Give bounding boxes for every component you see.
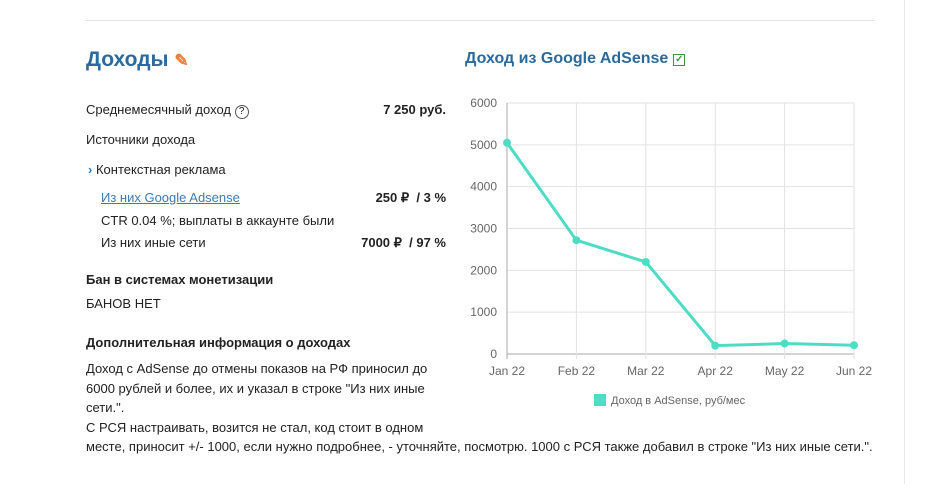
series-line xyxy=(505,141,855,348)
data-point xyxy=(711,341,720,350)
extra-info: Доход с AdSense до отмены показов на РФ … xyxy=(86,361,873,454)
x-tick-label: Apr 22 xyxy=(698,364,734,378)
y-tick-label: 3000 xyxy=(470,222,497,236)
chart-title: Доход из Google AdSense ✓ xyxy=(465,50,686,67)
data-point xyxy=(572,236,581,245)
y-tick-label: 6000 xyxy=(470,96,497,110)
page-title: Доходы ✎ xyxy=(86,48,189,71)
y-tick-label: 2000 xyxy=(470,263,497,277)
data-point xyxy=(641,257,650,266)
other-networks-value: 7000 ₽ / 97 % xyxy=(361,235,446,250)
ban-heading: Бан в системах монетизации xyxy=(86,272,274,287)
divider xyxy=(85,20,875,21)
avg-income-value: 7 250 руб. xyxy=(383,102,446,117)
legend-label: Доход в AdSense, руб/мес xyxy=(611,395,746,407)
data-point xyxy=(780,339,789,348)
ctr-text: CTR 0.04 %; выплаты в аккаунте были xyxy=(101,213,335,228)
edit-pencil-icon[interactable]: ✎ xyxy=(174,51,189,70)
data-point xyxy=(850,341,858,350)
y-tick-label: 4000 xyxy=(470,180,497,194)
divider xyxy=(904,0,905,484)
legend-swatch xyxy=(594,394,606,406)
x-tick-label: Feb 22 xyxy=(558,364,596,378)
sources-label: Источники дохода xyxy=(86,132,196,147)
extra-heading: Дополнительная информация о доходах xyxy=(86,335,351,350)
other-networks-label: Из них иные сети xyxy=(101,235,206,250)
help-icon[interactable]: ? xyxy=(234,105,249,119)
ban-value: БАНОВ НЕТ xyxy=(86,296,161,311)
x-tick-label: May 22 xyxy=(765,364,805,378)
avg-income-label: Среднемесячный доход ? xyxy=(86,102,249,119)
checkbox-checked-icon: ✓ xyxy=(673,54,686,66)
y-tick-label: 1000 xyxy=(470,305,497,319)
context-ads-toggle[interactable]: › Контекстная реклама xyxy=(88,162,226,177)
y-tick-label: 0 xyxy=(490,347,497,361)
x-tick-label: Jun 22 xyxy=(836,364,872,378)
adsense-link[interactable]: Из них Google Adsense xyxy=(101,190,240,205)
adsense-value: 250 ₽ / 3 % xyxy=(375,190,446,205)
chevron-right-icon: › xyxy=(88,162,93,177)
data-point xyxy=(503,138,511,147)
x-tick-label: Jan 22 xyxy=(489,364,525,378)
y-tick-label: 5000 xyxy=(470,138,497,152)
x-tick-label: Mar 22 xyxy=(627,364,665,378)
